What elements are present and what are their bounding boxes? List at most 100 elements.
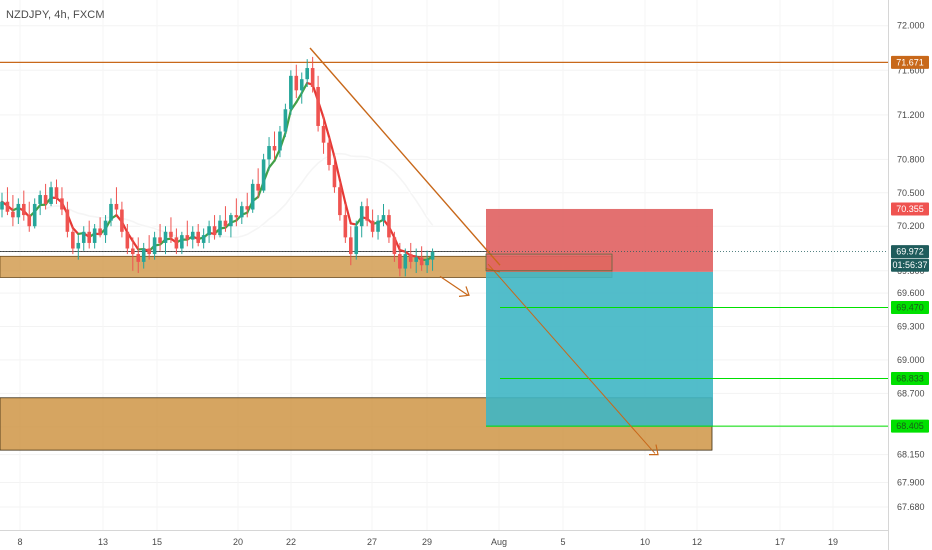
candle-body <box>190 231 195 240</box>
entry-box <box>485 253 613 272</box>
price-badge-last <box>891 245 929 259</box>
candle-body <box>201 235 206 243</box>
price-axis: 72.00071.60071.20070.80070.50070.20069.8… <box>888 0 932 550</box>
candle-body <box>32 203 37 227</box>
candle-body <box>267 146 271 160</box>
candle-body <box>163 231 168 243</box>
time-axis: 8 13 15 20 22 27 29 Aug 5 10 12 17 19 <box>0 530 888 547</box>
candle-body <box>310 68 315 87</box>
fast-ema-segment <box>338 179 347 205</box>
time-tick-label: 10 <box>640 537 650 547</box>
candle-body <box>54 187 59 199</box>
time-tick-label: 8 <box>17 537 22 547</box>
candle-body <box>218 220 222 236</box>
descending-trendline <box>309 47 501 266</box>
candle-body <box>43 195 48 204</box>
candle-body <box>256 183 260 191</box>
candle-body <box>338 187 342 216</box>
candle-body <box>22 203 26 216</box>
fast-ema-segment <box>322 116 331 138</box>
candle-body <box>16 203 21 218</box>
price-tick-label: 70.200 <box>897 221 925 231</box>
candle-body <box>185 235 190 240</box>
time-tick-label: 15 <box>152 537 162 547</box>
price-tick-label: 70.800 <box>897 154 925 164</box>
candle-body <box>98 228 102 236</box>
candle-body <box>403 254 408 269</box>
fast-ema-segment <box>327 135 336 158</box>
candle-body <box>354 226 359 255</box>
price-badge-stop <box>891 202 929 216</box>
price-tick-label: 71.600 <box>897 65 925 75</box>
candle-body <box>5 201 10 212</box>
candle-body <box>250 183 255 210</box>
price-badge-text: 71.671 <box>896 57 924 67</box>
fast-ema-segment <box>300 81 309 95</box>
price-tick-label: 69.600 <box>897 288 925 298</box>
candle-body <box>174 237 179 249</box>
candle-body <box>131 248 135 255</box>
trendline-drawings <box>309 47 659 456</box>
price-badge-target <box>891 301 929 315</box>
candle-body <box>261 159 266 191</box>
time-tick-label: 13 <box>98 537 108 547</box>
fast-ema-segment <box>273 147 282 162</box>
price-tick-label: 72.000 <box>897 21 925 31</box>
candle-body <box>60 198 64 210</box>
price-badge-text: 70.355 <box>896 204 924 214</box>
candle-body <box>359 206 364 227</box>
time-tick-label: 20 <box>233 537 243 547</box>
candle-body <box>327 142 331 165</box>
arrow-head-icon <box>458 286 470 298</box>
slow-ma-line <box>45 152 434 239</box>
candle-body <box>169 231 173 238</box>
price-badge-text: 69.972 <box>896 247 924 257</box>
candle-body <box>11 211 15 218</box>
fast-ema-segment <box>267 159 276 169</box>
candle-body <box>240 206 244 218</box>
candle-body <box>136 254 141 262</box>
candle-body <box>430 251 435 260</box>
price-badge-text: 01:56:37 <box>892 260 927 270</box>
price-tick-label: 67.900 <box>897 477 925 487</box>
time-tick-label: 12 <box>692 537 702 547</box>
candle-body <box>299 79 304 91</box>
take-profit-box <box>486 271 713 427</box>
arrow-shaft <box>439 275 469 296</box>
candle-body <box>408 254 413 262</box>
fast-ema-segment <box>333 155 341 182</box>
candle-body <box>414 257 418 262</box>
candle-body <box>27 215 32 227</box>
candle-body <box>349 237 353 255</box>
candle-body <box>343 215 348 238</box>
time-tick-label: Aug <box>491 537 507 547</box>
candle-body <box>398 254 402 269</box>
candle-body <box>272 146 277 151</box>
time-tick-label: 19 <box>828 537 838 547</box>
candle-body <box>81 231 86 243</box>
price-badge-text: 69.470 <box>896 303 924 313</box>
price-tick-label: 69.300 <box>897 321 925 331</box>
candle-body <box>103 220 108 236</box>
price-badge-text: 68.405 <box>896 421 924 431</box>
price-tick-label: 71.200 <box>897 110 925 120</box>
candle-body <box>245 206 250 210</box>
time-tick-label: 22 <box>286 537 296 547</box>
time-tick-label: 27 <box>367 537 377 547</box>
candle-body <box>92 228 97 243</box>
price-badge-target <box>891 419 929 433</box>
candle-body <box>419 257 424 266</box>
candle-body <box>332 164 337 188</box>
price-tick-label: 68.700 <box>897 388 925 398</box>
candle-body <box>158 237 162 243</box>
slow-ma-halo <box>45 152 434 240</box>
price-badge-text: 68.833 <box>896 374 924 384</box>
price-badge-resistance <box>891 55 929 69</box>
time-tick-label: 5 <box>560 537 565 547</box>
candle-body <box>387 215 391 238</box>
candle-body <box>289 75 293 110</box>
arrow-head-icon <box>649 444 659 456</box>
candle-body <box>283 109 288 132</box>
